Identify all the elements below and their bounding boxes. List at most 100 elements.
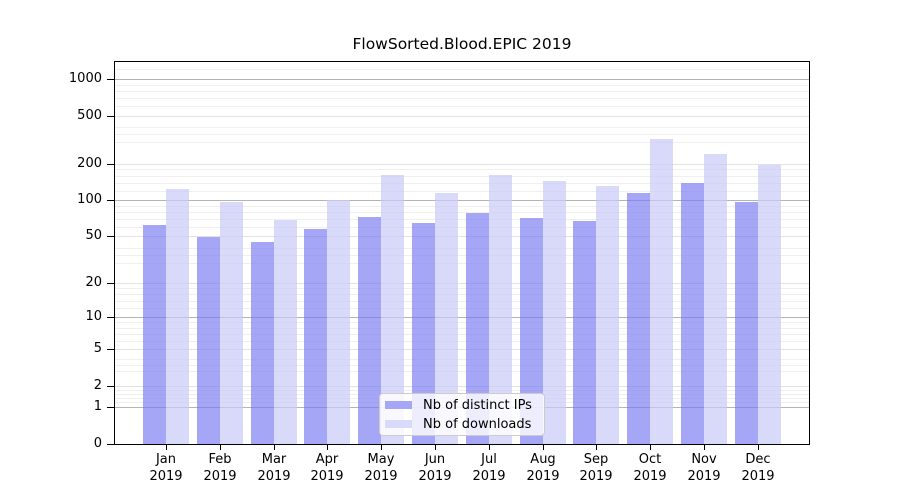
gridline [115, 127, 809, 128]
bar-distinct-ips-feb [197, 237, 220, 444]
gridline [115, 236, 809, 237]
gridline [115, 288, 809, 289]
bar-distinct-ips-jun [412, 222, 435, 444]
gridline [115, 79, 809, 80]
y-tick [107, 164, 114, 165]
y-tick-label: 5 [93, 341, 102, 356]
x-tick [758, 445, 759, 450]
bar-distinct-ips-may [358, 216, 381, 444]
y-tick [107, 116, 114, 117]
y-tick [107, 386, 114, 387]
gridline [115, 85, 809, 86]
y-tick-label: 2 [93, 378, 102, 393]
gridline [115, 116, 809, 117]
x-tick-label: Oct 2019 [633, 452, 667, 484]
bar-downloads-may [381, 174, 404, 444]
gridline [115, 386, 809, 387]
gridline [115, 91, 809, 92]
bar-downloads-jan [166, 188, 189, 444]
bar-downloads-mar [274, 219, 297, 444]
legend-label-distinct-ips: Nb of distinct IPs [423, 397, 532, 413]
bar-distinct-ips-aug [520, 218, 543, 444]
gridline [115, 248, 809, 249]
gridline [115, 349, 809, 350]
gridline [115, 365, 809, 366]
gridline [115, 301, 809, 302]
y-tick [107, 200, 114, 201]
legend-swatch-downloads-icon [385, 420, 412, 428]
gridline [115, 69, 809, 70]
bar-downloads-jul [489, 175, 512, 444]
bar-downloads-feb [220, 202, 243, 444]
x-tick-label: Jul 2019 [472, 452, 506, 484]
x-tick-label: Jun 2019 [418, 452, 452, 484]
x-tick [704, 445, 705, 450]
y-tick-label: 100 [77, 192, 102, 207]
gridline [115, 294, 809, 295]
bar-distinct-ips-mar [251, 241, 274, 444]
x-tick-label: Sep 2019 [579, 452, 613, 484]
gridline [115, 322, 809, 323]
gridline [115, 212, 809, 213]
y-tick-label: 10 [85, 309, 102, 324]
chart-title: FlowSorted.Blood.EPIC 2019 [352, 35, 572, 53]
bar-downloads-apr [327, 200, 350, 444]
bar-downloads-dec [758, 164, 781, 444]
y-tick [107, 236, 114, 237]
gridline [115, 164, 809, 165]
bar-downloads-aug [543, 180, 566, 444]
legend-item-distinct-ips: Nb of distinct IPs [385, 397, 538, 414]
legend-swatch-distinct-ips-icon [385, 401, 412, 409]
y-tick-label: 1000 [68, 71, 102, 86]
bar-layer [115, 62, 809, 444]
gridline [115, 106, 809, 107]
gridline [115, 191, 809, 192]
y-tick-label: 500 [77, 108, 102, 123]
gridline [115, 206, 809, 207]
gridline [115, 176, 809, 177]
gridline [115, 263, 809, 264]
x-tick-label: Feb 2019 [203, 452, 237, 484]
bar-downloads-sep [596, 186, 619, 444]
x-tick-label: Apr 2019 [310, 452, 344, 484]
y-tick [107, 407, 114, 408]
gridline [115, 142, 809, 143]
gridline [115, 341, 809, 342]
x-tick-label: Mar 2019 [257, 452, 291, 484]
gridline [115, 183, 809, 184]
x-tick [166, 445, 167, 450]
gridline [115, 98, 809, 99]
y-tick-label: 200 [77, 156, 102, 171]
gridline [115, 371, 809, 372]
gridline [115, 255, 809, 256]
x-tick [327, 445, 328, 450]
bar-downloads-oct [650, 138, 673, 444]
bar-distinct-ips-apr [304, 229, 327, 444]
gridline [115, 219, 809, 220]
gridline [115, 359, 809, 360]
bar-distinct-ips-jul [466, 212, 489, 444]
gridline [115, 200, 809, 201]
bar-distinct-ips-nov [681, 183, 704, 444]
x-tick [489, 445, 490, 450]
x-tick-label: Aug 2019 [526, 452, 560, 484]
legend: Nb of distinct IPs Nb of downloads [379, 393, 545, 436]
bar-downloads-nov [704, 154, 727, 444]
bar-distinct-ips-jan [143, 225, 166, 444]
legend-label-downloads: Nb of downloads [423, 416, 532, 432]
gridline [115, 134, 809, 135]
x-tick [596, 445, 597, 450]
x-tick [435, 445, 436, 450]
y-tick [107, 79, 114, 80]
x-tick [543, 445, 544, 450]
y-tick-label: 20 [85, 275, 102, 290]
legend-item-downloads: Nb of downloads [385, 416, 538, 433]
x-tick [650, 445, 651, 450]
x-tick-label: May 2019 [364, 452, 398, 484]
y-tick-label: 0 [93, 436, 102, 451]
x-tick [274, 445, 275, 450]
x-tick [381, 445, 382, 450]
x-tick-label: Nov 2019 [687, 452, 721, 484]
y-tick-label: 50 [85, 228, 102, 243]
